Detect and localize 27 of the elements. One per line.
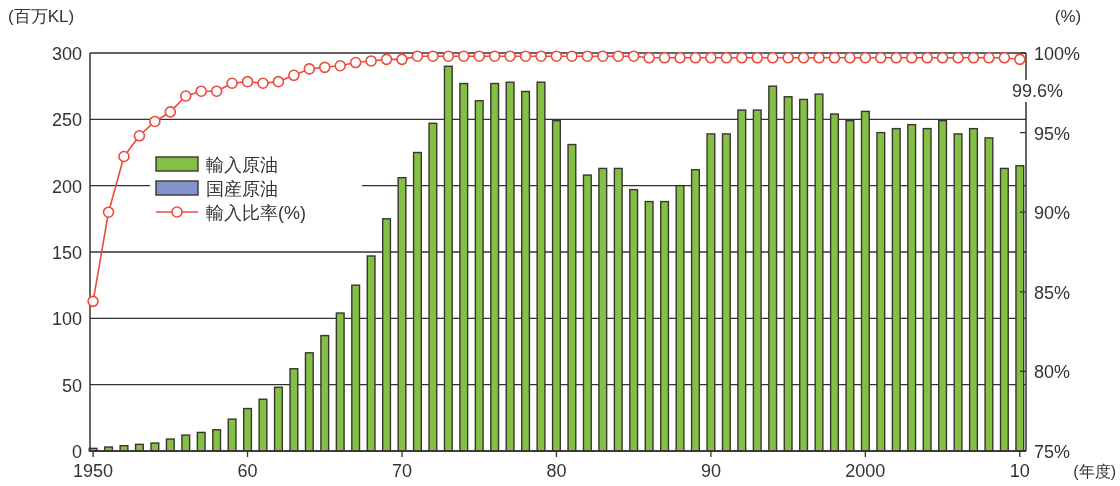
y-tick-label: 250 [51, 110, 82, 131]
y2-tick-label: 95% [1034, 123, 1071, 144]
y-tick-label: 100 [51, 309, 82, 330]
y-tick-label: 150 [51, 243, 82, 263]
x-tick-label: 1950 [73, 461, 114, 481]
x-tick-label: 80 [546, 461, 567, 481]
y-tick-label: 300 [51, 44, 82, 64]
x-tick-label: 90 [700, 461, 721, 481]
annotation: 99.6% [1012, 81, 1064, 101]
y2-tick-label: 75% [1034, 442, 1071, 462]
x-tick-label: 10 [1009, 461, 1030, 481]
legend-label: 輸入原油 [206, 155, 278, 175]
y-axis-title: (百万KL) [8, 7, 75, 26]
x-tick-label: 60 [237, 461, 258, 481]
y2-tick-label: 90% [1034, 203, 1071, 224]
y-tick-label: 0 [71, 442, 82, 462]
y2-tick-label: 100% [1034, 44, 1081, 64]
legend-label: 国産原油 [206, 179, 278, 199]
y-tick-label: 200 [51, 176, 82, 197]
y2-tick-label: 80% [1034, 362, 1071, 383]
x-tick-label: 70 [391, 461, 413, 481]
y2-tick-label: 85% [1034, 282, 1071, 303]
y2-axis-title: (%) [1054, 7, 1082, 26]
x-axis-title: (年度) [1073, 463, 1116, 480]
y-tick-label: 50 [61, 375, 82, 396]
x-tick-label: 2000 [845, 461, 886, 481]
legend-label: 輸入比率(%) [206, 203, 306, 223]
